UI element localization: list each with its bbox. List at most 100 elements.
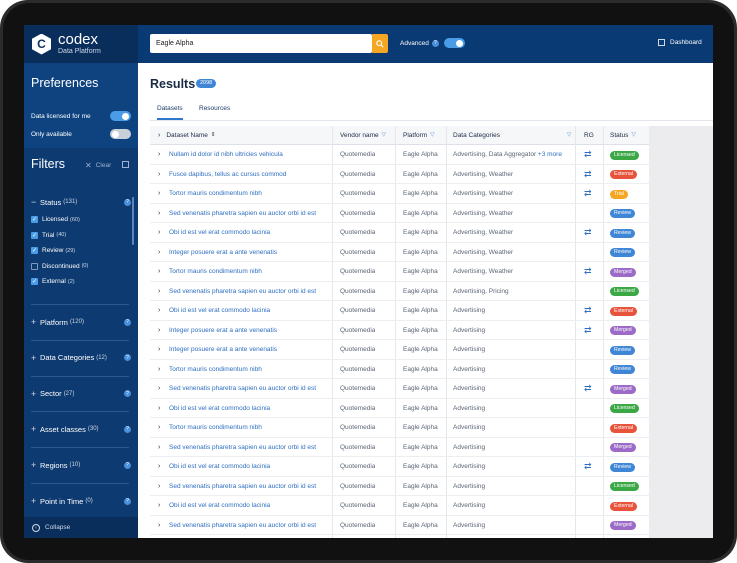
only-available-toggle[interactable] (110, 129, 131, 139)
chevron-right-icon[interactable]: › (158, 463, 161, 470)
filters-scrollbar[interactable] (132, 197, 134, 245)
column-data-categories[interactable]: Data Categories (453, 132, 500, 139)
filter-section[interactable]: + Platform (120)? (31, 316, 131, 328)
rg-sync-icon[interactable]: ⇄ (584, 324, 592, 335)
table-row[interactable]: › Tortor mauris condimentum nibh Quotemedi… (150, 418, 649, 438)
chevron-right-icon[interactable]: › (158, 287, 161, 295)
table-row[interactable]: › Sed venenatis pharetra sapien eu auctor… (150, 438, 649, 457)
sort-icon[interactable]: ⇕ (210, 132, 216, 138)
checkbox[interactable]: ✓ (31, 278, 38, 286)
info-icon[interactable]: ? (124, 318, 131, 326)
search-button[interactable] (372, 34, 388, 53)
dataset-name-link[interactable]: Tortor mauris condimentum nibh (169, 424, 262, 431)
dataset-name-link[interactable]: Integer posuere erat a ante venenatis (169, 248, 278, 256)
rg-sync-icon[interactable]: ⇄ (584, 188, 592, 198)
save-filter-icon[interactable] (122, 161, 129, 168)
info-icon[interactable]: ? (124, 425, 131, 433)
filter-icon[interactable]: ▽ (381, 132, 386, 138)
chevron-right-icon[interactable]: › (158, 443, 161, 451)
dataset-name-link[interactable]: Tortor mauris condimentum nibh (169, 268, 262, 275)
logo[interactable]: C codex Data Platform (24, 25, 138, 63)
table-row[interactable]: › Obi id est vel erat commodo lacinia Quot… (150, 399, 649, 418)
column-categories-filter[interactable]: ▽ (564, 126, 571, 145)
chevron-right-icon[interactable]: › (158, 307, 161, 314)
info-icon[interactable]: ? (124, 198, 131, 206)
table-row[interactable]: › Sed venenatis pharetra sapien eu auctor… (150, 282, 649, 301)
filter-status-header[interactable]: − Status (131) ? (31, 196, 131, 208)
dataset-name-link[interactable]: Nullam id dolor id nibh ultricies vehicu… (169, 151, 283, 158)
dataset-name-link[interactable]: Sed venenatis pharetra sapien eu auctor … (169, 482, 317, 490)
chevron-right-icon[interactable]: › (158, 404, 161, 412)
dataset-name-link[interactable]: Obi id est vel erat commodo lacinia (169, 229, 271, 236)
dataset-name-link[interactable]: Sed venenatis pharetra sapien eu auctor … (169, 385, 317, 392)
table-row[interactable]: › Obi id est vel erat commodo lacinia Quot… (150, 223, 649, 243)
dataset-name-link[interactable]: Sed venenatis pharetra sapien eu auctor … (169, 287, 317, 295)
checkbox[interactable]: ✓ (31, 231, 38, 239)
status-option[interactable]: ✓ Review (29) (31, 247, 76, 255)
chevron-right-icon[interactable]: › (158, 229, 161, 236)
dataset-name-link[interactable]: Tortor mauris condimentum nibh (169, 190, 262, 197)
status-option[interactable]: ✓ Trial (40) (31, 231, 67, 239)
rg-sync-icon[interactable]: ⇄ (584, 227, 592, 237)
table-row[interactable]: › Nullam id dolor id nibh ultricies vehic… (150, 145, 649, 165)
status-option[interactable]: ✓ Licensed (60) (31, 216, 80, 224)
table-row[interactable]: › Obi id est vel erat commodo lacinia Quot… (150, 496, 649, 516)
filter-icon[interactable]: ▽ (631, 132, 636, 138)
chevron-right-icon[interactable]: › (158, 248, 161, 256)
rg-sync-icon[interactable]: ⇄ (584, 383, 592, 393)
column-status[interactable]: Status ▽ (610, 126, 636, 145)
dataset-name-link[interactable]: Obi id est vel erat commodo lacinia (169, 463, 271, 470)
chevron-right-icon[interactable]: › (158, 424, 161, 431)
tab-resources[interactable]: Resources (199, 105, 231, 112)
dashboard-link[interactable]: Dashboard (658, 39, 702, 46)
table-row[interactable]: › Tortor mauris condimentum nibh Quotemedi… (150, 262, 649, 282)
chevron-right-icon[interactable]: › (158, 365, 161, 373)
dataset-name-link[interactable]: Obi id est vel erat commodo lacinia (169, 502, 271, 509)
column-dataset-name[interactable]: › Dataset Name ⇕ (158, 126, 216, 145)
filter-section[interactable]: + Data Categories (12)? (31, 352, 131, 364)
advanced-toggle[interactable] (443, 38, 465, 48)
chevron-right-icon[interactable]: › (158, 482, 161, 490)
filter-icon[interactable]: ▽ (567, 132, 572, 138)
search-input[interactable]: Eagle Alpha (150, 34, 372, 53)
data-licensed-toggle[interactable] (110, 111, 131, 121)
checkbox[interactable]: ✓ (31, 247, 38, 255)
info-icon[interactable]: ? (124, 497, 131, 505)
table-row[interactable]: › Tortor mauris condimentum nibh Quotemedi… (150, 184, 649, 204)
filter-section[interactable]: + Point in Time (0)? (31, 495, 131, 507)
chevron-right-icon[interactable]: › (158, 326, 161, 334)
rg-sync-icon[interactable]: ⇄ (584, 266, 592, 276)
info-icon[interactable]: ? (124, 354, 131, 362)
info-icon[interactable]: ? (124, 461, 131, 469)
column-rg[interactable]: RG (584, 132, 594, 139)
rg-sync-icon[interactable]: ⇄ (584, 168, 592, 179)
dataset-name-link[interactable]: Integer posuere erat a ante venenatis (169, 326, 278, 334)
filter-section[interactable]: + Regions (10)? (31, 459, 131, 471)
chevron-right-icon[interactable]: › (158, 521, 161, 529)
info-icon[interactable]: ? (431, 39, 439, 47)
table-row[interactable]: › Tortor mauris condimentum nibh Quotemedi… (150, 360, 649, 379)
table-row[interactable]: › Sed venenatis pharetra sapien eu auctor… (150, 516, 649, 535)
table-row[interactable]: › Obi id est vel erat commodo lacinia Quot… (150, 457, 649, 477)
filter-section[interactable]: + Sector (27)? (31, 388, 131, 400)
chevron-right-icon[interactable]: › (158, 346, 161, 353)
checkbox[interactable] (31, 262, 38, 270)
table-row[interactable]: › Sed venenatis pharetra sapien eu auctor… (150, 477, 649, 496)
table-row[interactable]: › Integer posuere erat a ante venenatis Qu… (150, 243, 649, 262)
collapse-button[interactable]: ‹ Collapse (24, 517, 138, 538)
dataset-name-link[interactable]: Obi id est vel erat commodo lacinia (169, 307, 271, 314)
checkbox[interactable]: ✓ (31, 216, 38, 224)
chevron-right-icon[interactable]: › (158, 151, 161, 158)
table-row[interactable]: › Fusce dapibus, tellus ac cursus commod Q… (150, 165, 649, 184)
chevron-right-icon[interactable]: › (158, 385, 161, 392)
rg-sync-icon[interactable]: ⇄ (584, 461, 592, 471)
status-option[interactable]: ✓ External (2) (31, 278, 75, 286)
rg-sync-icon[interactable]: ⇄ (584, 149, 592, 159)
tab-datasets[interactable]: Datasets (157, 105, 183, 120)
column-platform[interactable]: Platform ▽ (403, 126, 434, 145)
table-row[interactable]: › Integer posuere erat a ante venenatis Qu… (150, 321, 649, 340)
dataset-name-link[interactable]: Fusce dapibus, tellus ac cursus commod (169, 170, 287, 178)
dataset-name-link[interactable]: Integer posuere erat a ante venenatis (169, 346, 278, 353)
table-row[interactable]: › Integer posuere erat a ante venenatis Qu… (150, 340, 649, 360)
dataset-name-link[interactable]: Sed venenatis pharetra sapien eu auctor … (169, 443, 317, 451)
